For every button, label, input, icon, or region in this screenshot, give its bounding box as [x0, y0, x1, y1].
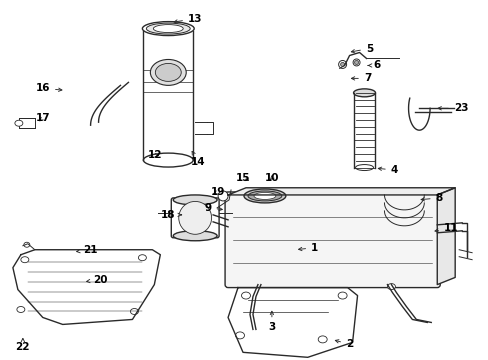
Ellipse shape — [143, 153, 193, 167]
Ellipse shape — [235, 332, 244, 339]
Text: 17: 17 — [36, 113, 50, 123]
Ellipse shape — [15, 120, 23, 126]
Ellipse shape — [318, 336, 326, 343]
Text: 4: 4 — [378, 165, 397, 175]
Text: 10: 10 — [264, 173, 279, 183]
Ellipse shape — [209, 212, 217, 224]
Ellipse shape — [142, 22, 194, 36]
FancyBboxPatch shape — [224, 192, 439, 288]
Text: 3: 3 — [268, 311, 275, 332]
Text: 8: 8 — [420, 193, 442, 203]
Ellipse shape — [218, 191, 227, 201]
Text: 2: 2 — [335, 339, 352, 349]
Ellipse shape — [146, 23, 190, 34]
Ellipse shape — [155, 63, 181, 81]
Text: 15: 15 — [235, 173, 250, 183]
Ellipse shape — [21, 257, 29, 263]
Bar — [19, 118, 35, 128]
Polygon shape — [436, 188, 454, 285]
Ellipse shape — [338, 60, 346, 68]
Ellipse shape — [24, 242, 30, 247]
Text: 6: 6 — [367, 60, 380, 71]
Text: 7: 7 — [351, 73, 370, 84]
Ellipse shape — [173, 231, 217, 241]
Ellipse shape — [354, 60, 358, 64]
Ellipse shape — [241, 292, 250, 299]
Text: 21: 21 — [77, 245, 98, 255]
Polygon shape — [227, 188, 454, 195]
Ellipse shape — [179, 201, 211, 234]
Ellipse shape — [153, 24, 183, 32]
Text: 19: 19 — [210, 187, 225, 197]
Ellipse shape — [253, 193, 275, 199]
Text: 20: 20 — [86, 275, 107, 285]
Text: 9: 9 — [204, 203, 222, 213]
Ellipse shape — [352, 59, 359, 66]
Ellipse shape — [173, 195, 217, 205]
FancyBboxPatch shape — [171, 198, 219, 238]
Text: 11: 11 — [434, 223, 458, 233]
Text: 12: 12 — [148, 150, 163, 160]
Ellipse shape — [340, 62, 344, 67]
Ellipse shape — [337, 292, 346, 299]
Text: 18: 18 — [161, 210, 181, 220]
Ellipse shape — [150, 59, 186, 85]
Text: 13: 13 — [174, 14, 202, 24]
Text: 5: 5 — [350, 44, 372, 54]
Text: 23: 23 — [437, 103, 468, 113]
Ellipse shape — [138, 255, 146, 261]
Ellipse shape — [355, 165, 373, 171]
Ellipse shape — [247, 191, 281, 201]
Ellipse shape — [353, 89, 375, 97]
Ellipse shape — [17, 306, 25, 312]
Text: 1: 1 — [298, 243, 318, 253]
Ellipse shape — [244, 189, 285, 203]
Text: 16: 16 — [36, 84, 62, 93]
Ellipse shape — [130, 309, 138, 315]
Ellipse shape — [386, 284, 395, 289]
Text: 22: 22 — [16, 338, 30, 352]
Text: 14: 14 — [190, 151, 205, 167]
